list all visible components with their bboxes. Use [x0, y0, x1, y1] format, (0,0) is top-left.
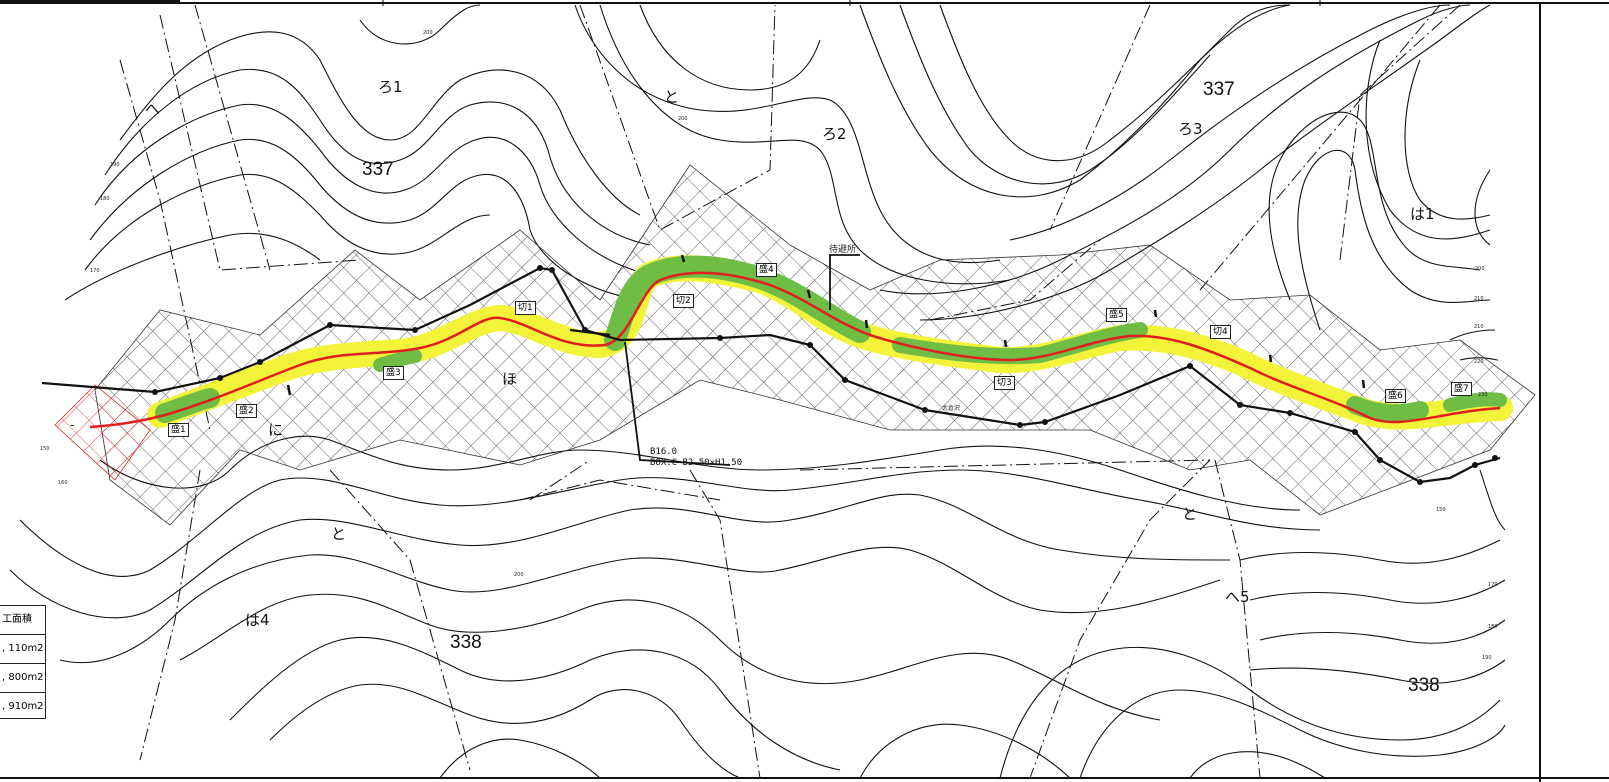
- subdivision-label: ほ: [502, 370, 518, 388]
- subdivision-label: と: [664, 88, 680, 106]
- contour-value-label: 200: [423, 30, 433, 36]
- contour-value-label: 150: [1436, 507, 1446, 513]
- area-summary-table: 工面積 , 110m2 , 800m2 , 910m2: [0, 605, 46, 719]
- existing-road-lines: [41, 266, 1501, 484]
- start-marker: -: [70, 418, 75, 432]
- subdivision-label: ろ2: [822, 125, 847, 143]
- lot-number-338-lower-left: 338: [450, 632, 482, 653]
- area-table-row: , 110m2: [0, 635, 45, 664]
- subdivision-label: と: [1182, 505, 1198, 523]
- contour-value-label: 200: [514, 572, 524, 578]
- contour-value-label: 210: [1474, 296, 1484, 302]
- contour-value-label: 220: [1474, 359, 1484, 365]
- subdivision-label: ろ1: [378, 78, 403, 96]
- passing-place-label: 待避所: [829, 245, 857, 255]
- road-nodes: [152, 265, 1498, 485]
- section-label-fill-4: 盛4: [756, 263, 777, 277]
- contour-value-label: 160: [58, 480, 68, 486]
- subdivision-label: に: [268, 421, 284, 439]
- contour-value-label: 190: [1482, 655, 1492, 661]
- subdivision-label: ろ3: [1178, 120, 1203, 138]
- contour-value-label: 170: [1488, 582, 1498, 588]
- stream-name-label: 大倉沢: [942, 405, 961, 412]
- section-label-cut-4: 切4: [1210, 325, 1231, 339]
- subdivision-label: へ5: [1225, 588, 1250, 606]
- area-table-row: , 800m2: [0, 664, 45, 693]
- lot-number-337-upper-left: 337: [362, 159, 394, 180]
- contour-value-label: 200: [678, 116, 688, 122]
- contour-value-label: 200: [1475, 266, 1485, 272]
- area-table-row: , 910m2: [2, 701, 44, 712]
- section-label-fill-2: 盛2: [236, 404, 257, 418]
- station-ticks: [286, 254, 1366, 396]
- section-label-fill-3: 盛3: [383, 366, 404, 380]
- contour-value-label: 180: [100, 196, 110, 202]
- contour-value-label: 190: [110, 162, 120, 168]
- section-label-cut-1: 切1: [515, 301, 536, 315]
- subdivision-label: は4: [245, 611, 270, 629]
- section-label-cut-3: 切3: [994, 376, 1015, 390]
- section-label-fill-6: 盛6: [1385, 389, 1406, 403]
- area-table-header: 工面積: [0, 606, 45, 635]
- contour-value-label: 170: [90, 268, 100, 274]
- contour-value-label: 180: [1488, 624, 1498, 630]
- contour-value-label: 230: [1478, 392, 1488, 398]
- culvert-note-spec: BOX.C B2.50×H1.50: [650, 458, 743, 468]
- leader-lines: [624, 254, 860, 466]
- section-label-fill-7: 盛7: [1451, 382, 1472, 396]
- subdivision-label: へ: [145, 100, 161, 118]
- culvert-note-station: B16.0: [650, 447, 678, 457]
- lot-number-338-lower-right: 338: [1408, 675, 1440, 696]
- contour-value-label: 210: [1474, 324, 1484, 330]
- section-label-fill-1: 盛1: [168, 423, 189, 437]
- contour-value-label: 150: [40, 446, 50, 452]
- section-label-fill-5: 盛5: [1106, 308, 1127, 322]
- design-grid: [54, 164, 1536, 526]
- road-centerline: [89, 271, 1501, 429]
- subdivision-label: は1: [1410, 205, 1435, 223]
- section-label-cut-2: 切2: [673, 294, 694, 308]
- lot-number-337-upper-right: 337: [1203, 79, 1235, 100]
- subdivision-label: と: [331, 525, 347, 543]
